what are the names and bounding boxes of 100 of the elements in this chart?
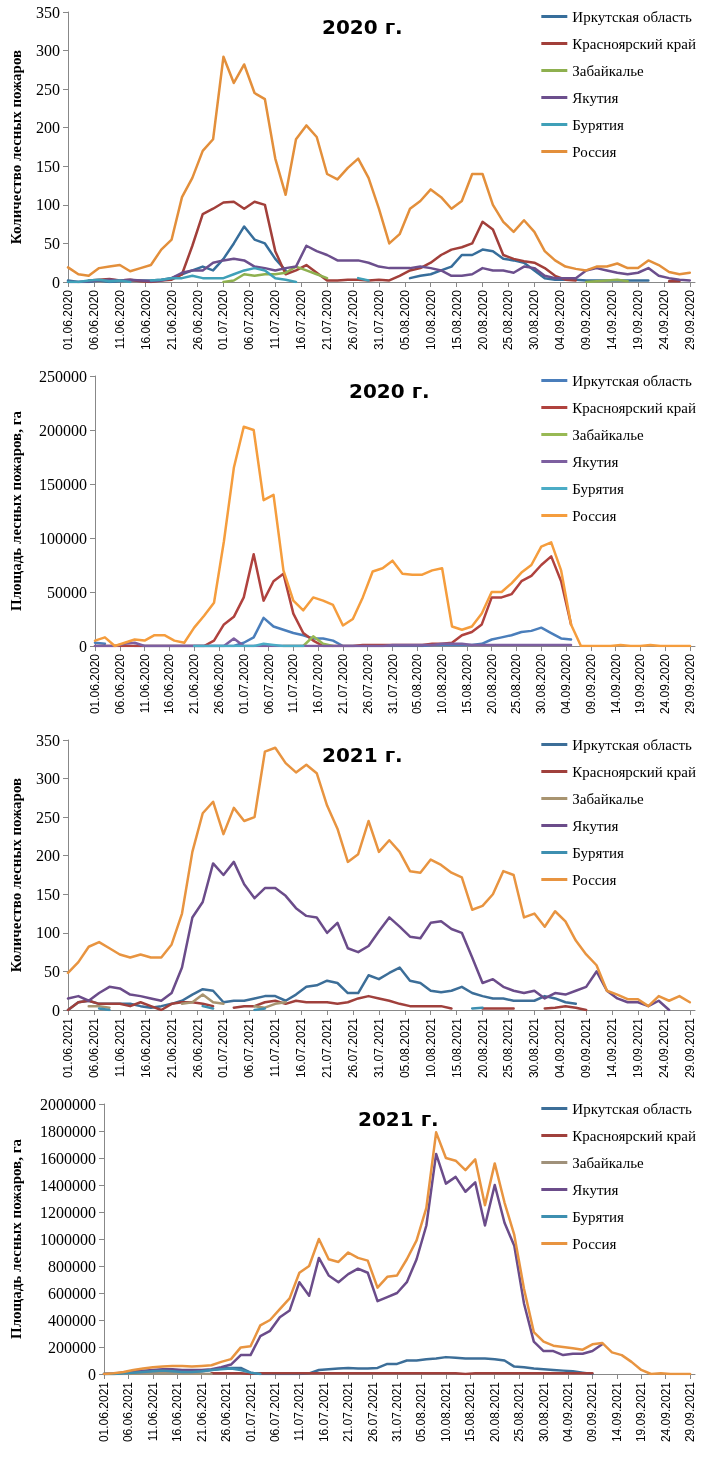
x-tick-label: 16.07.2020 <box>294 289 309 351</box>
x-tick-label: 26.07.2020 <box>346 289 360 351</box>
legend-label: Забайкалье <box>572 426 644 443</box>
x-tick-label: 19.09.2021 <box>631 1017 645 1079</box>
x-tick-label: 05.08.2021 <box>414 1381 429 1443</box>
legend-label: Бурятия <box>572 1208 625 1225</box>
x-tick-label: 11.07.2021 <box>268 1017 283 1078</box>
y-tick-label: 100 <box>36 924 60 942</box>
y-tick-label: 150 <box>36 157 60 175</box>
x-tick-label: 25.08.2020 <box>509 653 524 715</box>
y-tick-label: 1000000 <box>40 1230 96 1248</box>
y-tick-label: 100000 <box>39 529 87 547</box>
x-tick-label: 19.09.2021 <box>634 1381 649 1443</box>
x-tick-label: 16.07.2021 <box>294 1017 309 1079</box>
x-tick-label: 16.06.2020 <box>162 653 177 715</box>
y-tick-label: 50 <box>44 234 60 252</box>
legend-label: Иркутская область <box>572 736 693 753</box>
x-tick-label: 15.08.2021 <box>463 1381 478 1443</box>
x-tick-label: 30.08.2021 <box>536 1381 551 1443</box>
x-tick-label: 26.07.2020 <box>360 653 375 715</box>
x-tick-label: 29.09.2021 <box>682 1017 697 1079</box>
x-tick-label: 01.06.2020 <box>61 289 75 351</box>
legend-label: Забайкалье <box>572 790 644 807</box>
x-tick-label: 26.07.2021 <box>365 1381 380 1443</box>
x-tick-label: 16.06.2021 <box>138 1017 153 1079</box>
x-tick-label: 05.08.2020 <box>410 653 425 715</box>
x-tick-label: 20.08.2021 <box>475 1017 490 1079</box>
x-tick-label: 10.08.2021 <box>423 1017 438 1079</box>
x-tick-label: 29.09.2020 <box>683 653 698 715</box>
y-axis-title: Площадь лесных пожаров, га <box>7 1138 24 1340</box>
x-tick-label: 05.08.2021 <box>397 1017 412 1079</box>
x-tick-label: 30.08.2021 <box>527 1017 542 1079</box>
x-tick-label: 10.08.2020 <box>435 653 450 715</box>
x-tick-label: 04.09.2021 <box>561 1381 576 1443</box>
x-tick-label: 24.09.2021 <box>658 1381 673 1443</box>
y-tick-label: 800000 <box>48 1257 96 1275</box>
x-tick-label: 30.08.2020 <box>534 653 549 715</box>
x-tick-label: 16.06.2020 <box>138 289 153 351</box>
x-tick-label: 06.06.2020 <box>86 289 101 351</box>
x-tick-label: 01.06.2021 <box>61 1017 75 1079</box>
x-tick-label: 21.06.2020 <box>164 289 179 351</box>
x-tick-label: 31.07.2021 <box>371 1017 386 1079</box>
legend-label: Якутия <box>572 817 619 834</box>
x-tick-label: 24.09.2021 <box>656 1017 671 1079</box>
legend-label: Красноярский край <box>572 35 696 52</box>
legend-label: Красноярский край <box>572 399 696 416</box>
x-tick-label: 16.06.2021 <box>170 1381 185 1443</box>
x-tick-label: 14.09.2020 <box>605 289 620 351</box>
legend-label: Иркутская область <box>572 8 693 25</box>
y-tick-label: 0 <box>88 1365 96 1383</box>
y-tick-label: 150 <box>36 885 60 903</box>
y-tick-label: 250000 <box>39 367 87 385</box>
y-tick-label: 150000 <box>39 475 87 493</box>
x-tick-label: 06.07.2021 <box>267 1381 282 1443</box>
x-tick-label: 01.06.2021 <box>97 1381 111 1443</box>
x-tick-label: 09.09.2020 <box>583 653 598 715</box>
legend-label: Бурятия <box>572 116 625 133</box>
x-tick-label: 26.06.2020 <box>190 289 205 351</box>
x-tick-label: 11.07.2020 <box>286 653 301 714</box>
x-tick-label: 09.09.2021 <box>579 1017 594 1079</box>
y-tick-label: 400000 <box>48 1311 96 1329</box>
legend-label: Россия <box>572 143 617 160</box>
x-tick-label: 26.07.2021 <box>346 1017 360 1079</box>
legend-label: Забайкалье <box>572 62 644 79</box>
x-tick-label: 01.06.2020 <box>88 653 102 715</box>
y-tick-label: 350 <box>36 3 60 21</box>
y-tick-label: 2000000 <box>40 1095 96 1113</box>
x-tick-label: 30.08.2020 <box>527 289 542 351</box>
x-tick-label: 21.06.2020 <box>187 653 202 715</box>
y-tick-label: 0 <box>52 273 60 291</box>
x-tick-label: 11.06.2021 <box>145 1381 160 1442</box>
legend-label: Иркутская область <box>572 1100 693 1117</box>
legend-label: Красноярский край <box>572 1127 696 1144</box>
x-tick-label: 31.07.2020 <box>385 653 400 715</box>
legend-label: Иркутская область <box>572 372 693 389</box>
x-tick-label: 20.08.2020 <box>475 289 490 351</box>
x-tick-label: 29.09.2021 <box>683 1381 698 1443</box>
x-tick-label: 06.07.2021 <box>242 1017 257 1079</box>
x-tick-label: 31.07.2021 <box>390 1381 405 1443</box>
legend-label: Россия <box>572 1235 617 1252</box>
legend-label: Россия <box>572 871 617 888</box>
x-tick-label: 11.06.2020 <box>137 653 152 714</box>
x-tick-label: 10.08.2020 <box>423 289 438 351</box>
y-tick-label: 350 <box>36 731 60 749</box>
x-tick-label: 25.08.2021 <box>512 1381 527 1443</box>
y-tick-label: 300 <box>36 770 60 788</box>
x-tick-label: 06.07.2020 <box>242 289 257 351</box>
x-tick-label: 01.07.2021 <box>216 1017 231 1079</box>
x-tick-label: 06.06.2021 <box>86 1017 101 1079</box>
x-tick-label: 11.07.2020 <box>268 289 283 350</box>
x-tick-label: 31.07.2020 <box>371 289 386 351</box>
y-axis-title: Количество лесных пожаров <box>7 49 24 245</box>
chart-title: 2020 г. <box>322 15 403 39</box>
x-tick-label: 15.08.2021 <box>449 1017 464 1079</box>
chart-title: 2020 г. <box>349 379 430 403</box>
x-tick-label: 16.07.2021 <box>316 1381 331 1443</box>
y-tick-label: 200000 <box>39 421 87 439</box>
y-tick-label: 1800000 <box>40 1122 96 1140</box>
y-tick-label: 50 <box>44 962 60 980</box>
x-tick-label: 19.09.2020 <box>631 289 645 351</box>
